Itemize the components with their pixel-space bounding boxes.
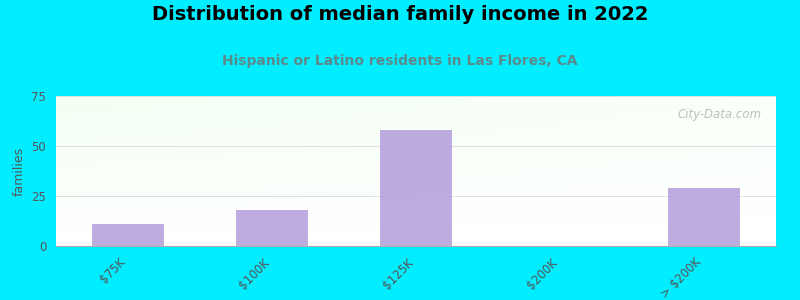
Text: Distribution of median family income in 2022: Distribution of median family income in … [152,4,648,23]
Bar [236,210,308,246]
Y-axis label: families: families [13,146,26,196]
Bar [92,224,164,246]
Bar [380,130,452,246]
Text: Hispanic or Latino residents in Las Flores, CA: Hispanic or Latino residents in Las Flor… [222,54,578,68]
Text: City-Data.com: City-Data.com [678,108,762,121]
Bar [668,188,740,246]
